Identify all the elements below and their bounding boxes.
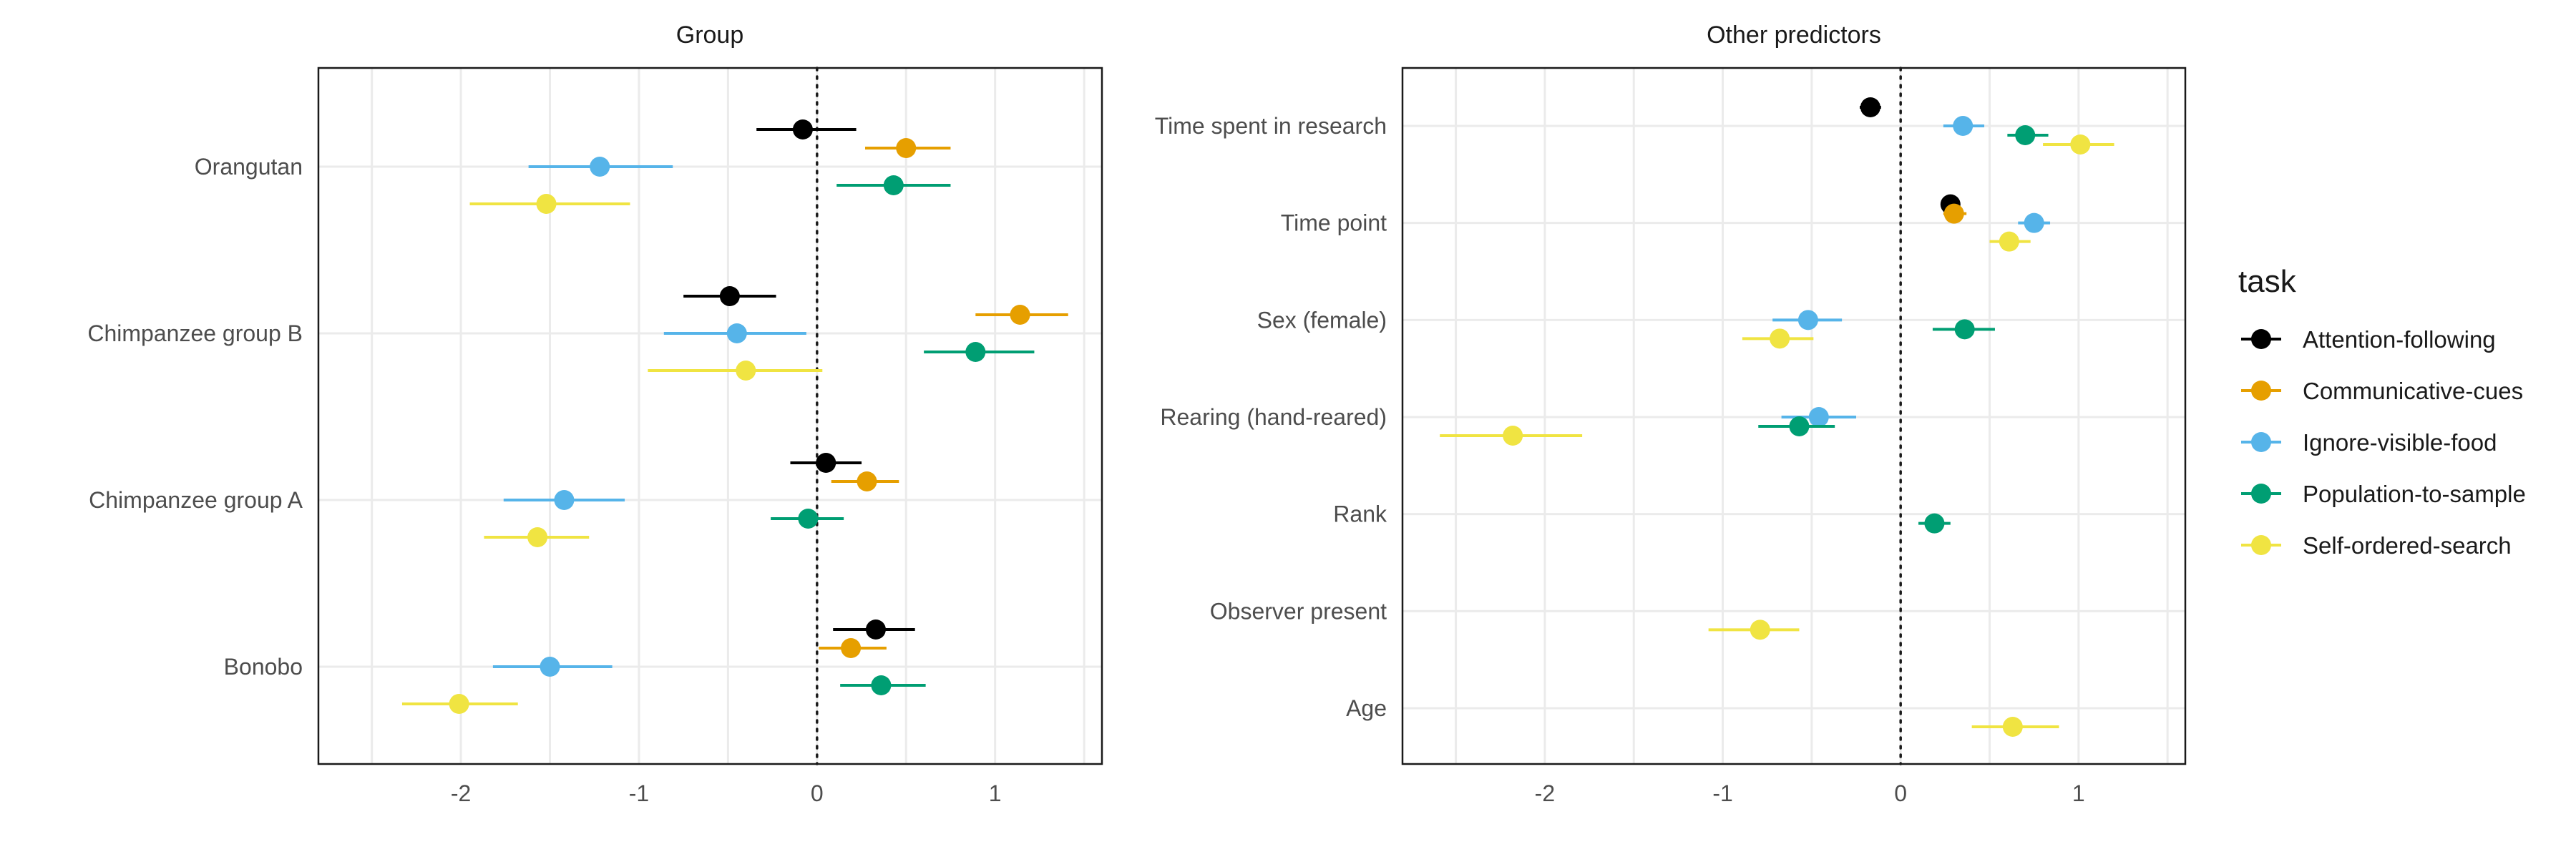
x-tick-label: 0 [1894,780,1907,806]
point-population-to-sample-bonobo [871,675,892,695]
panel-other-predictors: Other predictors Time spent in research Ti… [1155,21,2187,806]
point-communicative-cues-chimpanzee-group-a [857,471,877,491]
legend-key-point [2251,329,2271,349]
series-communicative-cues [1943,203,1967,224]
x-tick-label: -2 [1535,780,1555,806]
legend-label: Ignore-visible-food [2303,429,2497,456]
point-population-to-sample-chimpanzee-group-a [798,509,819,529]
series-self-ordered-search [401,194,823,714]
series-communicative-cues [819,138,1068,658]
y-tick-label: Age [1346,695,1387,721]
point-attention-following-orangutan [792,119,813,139]
series-population-to-sample [771,175,1035,695]
y-tick-label: Rank [1333,501,1387,527]
legend-item-self-ordered-search: Self-ordered-search [2241,532,2512,559]
legend-item-ignore-visible-food: Ignore-visible-food [2241,429,2497,456]
y-tick-label: Chimpanzee group B [87,320,303,346]
series-population-to-sample [1758,125,2049,534]
legend-item-population-to-sample: Population-to-sample [2241,481,2526,507]
point-self-ordered-search-orangutan [536,194,557,214]
point-population-to-sample-chimpanzee-group-b [965,342,986,362]
y-tick-label: Chimpanzee group A [89,487,303,513]
point-self-ordered-search-sex-female [1770,328,1790,349]
series-ignore-visible-food [1772,116,2051,427]
point-self-ordered-search-time-point [1999,231,2019,252]
legend-label: Self-ordered-search [2303,532,2512,559]
y-tick-label: Rearing (hand-reared) [1160,404,1387,430]
legend-title: task [2238,264,2297,299]
point-communicative-cues-bonobo [841,638,862,658]
point-self-ordered-search-age [2002,717,2023,737]
y-tick-label: Time point [1281,210,1387,236]
point-self-ordered-search-chimpanzee-group-b [736,361,756,381]
x-tick-label: -1 [629,780,649,806]
legend-label: Communicative-cues [2303,378,2523,404]
point-ignore-visible-food-rearing-hand-reared [1808,407,1829,427]
panel-border [1401,67,2187,765]
point-self-ordered-search-chimpanzee-group-a [527,527,548,547]
y-tick-label: Bonobo [224,654,303,680]
point-communicative-cues-time-point [1943,203,1964,224]
legend-label: Population-to-sample [2303,481,2526,507]
point-population-to-sample-orangutan [883,175,904,195]
point-attention-following-time-spent-in-research [1860,97,1880,117]
panel-group: Group Orangutan Chimpanzee group B Chimpanz… [87,21,1103,806]
point-population-to-sample-time-spent-in-research [2015,125,2036,145]
point-self-ordered-search-observer-present [1750,619,1770,640]
point-ignore-visible-food-orangutan [590,157,610,177]
x-tick-label: 1 [2072,780,2085,806]
point-attention-following-bonobo [865,619,886,640]
panel-title: Other predictors [1707,21,1881,49]
legend-label: Attention-following [2303,326,2496,353]
point-ignore-visible-food-chimpanzee-group-b [726,323,747,343]
point-self-ordered-search-time-spent-in-research [2070,134,2091,155]
point-population-to-sample-rearing-hand-reared [1789,416,1810,436]
legend-item-communicative-cues: Communicative-cues [2241,378,2523,404]
y-tick-label: Time spent in research [1155,113,1387,139]
point-ignore-visible-food-time-point [2024,212,2044,233]
y-tick-label: Observer present [1210,598,1387,624]
point-self-ordered-search-bonobo [449,694,469,714]
point-ignore-visible-food-chimpanzee-group-a [554,490,575,510]
point-ignore-visible-food-time-spent-in-research [1953,116,1974,136]
series-attention-following [1859,97,1961,215]
panel-border [317,67,1103,765]
legend-item-attention-following: Attention-following [2241,326,2496,353]
point-ignore-visible-food-bonobo [540,657,560,677]
point-population-to-sample-sex-female [1954,319,1975,340]
point-attention-following-chimpanzee-group-a [816,453,836,473]
point-communicative-cues-orangutan [896,138,917,158]
point-communicative-cues-chimpanzee-group-b [1010,305,1030,325]
x-tick-label: -1 [1712,780,1732,806]
x-tick-label: -2 [451,780,471,806]
series-ignore-visible-food [492,157,806,677]
point-self-ordered-search-rearing-hand-reared [1503,426,1523,446]
point-ignore-visible-food-sex-female [1797,310,1818,330]
point-attention-following-chimpanzee-group-b [719,286,740,306]
legend-key-point [2251,484,2271,504]
y-tick-label: Sex (female) [1257,307,1387,333]
legend-key-point [2251,432,2271,452]
y-tick-label: Orangutan [195,154,303,180]
legend-key-point [2251,535,2271,555]
panel-title: Group [676,21,744,49]
legend-key-point [2251,381,2271,401]
point-population-to-sample-rank [1924,513,1945,534]
x-tick-label: 1 [989,780,1002,806]
series-attention-following [683,119,915,640]
series-self-ordered-search [1440,134,2114,737]
x-tick-label: 0 [811,780,824,806]
